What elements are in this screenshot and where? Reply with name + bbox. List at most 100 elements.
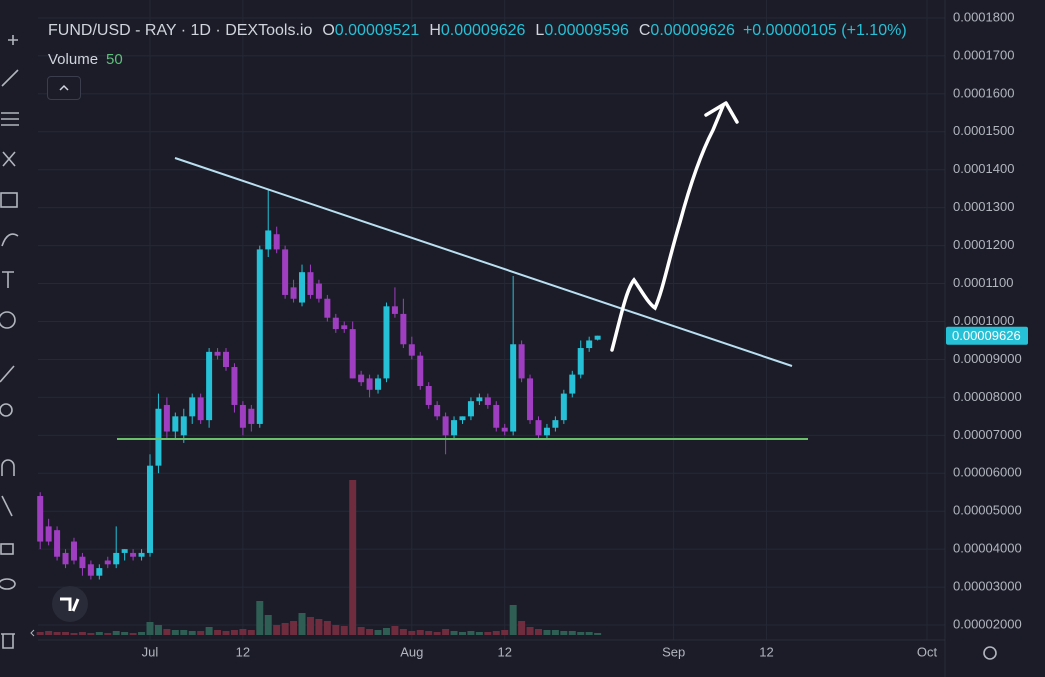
grid	[38, 0, 945, 640]
brush-tool[interactable]	[1, 233, 19, 247]
y-tick-label: 0.0001100	[953, 275, 1014, 290]
ruler-tool[interactable]	[0, 365, 15, 383]
y-tick-label: 0.0001700	[953, 47, 1014, 62]
volume-bar	[62, 632, 70, 635]
y-tick-label: 0.00005000	[953, 503, 1022, 518]
volume-bar	[323, 621, 331, 635]
volume-bar	[45, 631, 53, 635]
collapse-button[interactable]	[47, 76, 81, 100]
volume-bar	[442, 629, 450, 635]
candle-body	[324, 298, 331, 318]
candle-body	[121, 549, 128, 553]
volume-bar	[399, 629, 407, 635]
text-tool[interactable]	[2, 271, 14, 288]
volume-bar	[87, 633, 95, 635]
candle-body	[87, 564, 94, 576]
volume-bar	[391, 626, 399, 635]
candle-body	[104, 560, 111, 565]
volume-bar	[197, 631, 205, 635]
candle-body	[231, 367, 238, 405]
candle-body	[493, 404, 500, 428]
candle-body	[37, 496, 44, 542]
volume-bar	[281, 623, 289, 635]
candle-body	[476, 397, 483, 402]
pattern-tool[interactable]	[2, 151, 16, 167]
scroll-left[interactable]	[30, 629, 35, 637]
candle-body	[569, 374, 576, 394]
candle-body	[349, 329, 356, 379]
volume-bar	[256, 601, 264, 635]
candle-body	[341, 325, 348, 330]
candle-body	[425, 385, 432, 405]
candle-body	[307, 272, 314, 295]
candle-body	[223, 351, 230, 368]
volume-bar	[188, 631, 196, 635]
candle-body	[408, 344, 415, 356]
candle-body	[375, 378, 382, 390]
volume-bar	[551, 630, 559, 635]
prediction-tool[interactable]	[0, 192, 18, 208]
candle-body	[256, 249, 263, 424]
volume-bar	[205, 627, 213, 635]
volume-bar	[509, 605, 517, 635]
candle-body	[527, 378, 534, 421]
volume-bar	[416, 630, 424, 635]
y-tick-label: 0.00003000	[953, 579, 1022, 594]
lock-drawing-tool[interactable]	[1, 495, 13, 517]
candle-body	[459, 416, 466, 421]
ohlc-legend: O0.00009521 H0.00009626 L0.00009596 C0.0000…	[312, 22, 735, 40]
candle-body	[442, 416, 449, 436]
y-tick-label: 0.0001000	[953, 313, 1014, 328]
fib-tool[interactable]	[1, 112, 19, 126]
y-tick-label: 0.00004000	[953, 541, 1022, 556]
visibility-tool[interactable]	[0, 578, 16, 590]
volume-bar	[53, 632, 61, 635]
candle-body	[383, 306, 390, 379]
emoji-tool[interactable]	[0, 311, 16, 329]
candle-body	[560, 393, 567, 421]
volume-bar	[382, 628, 390, 635]
candle-body	[594, 335, 601, 340]
volume-label: Volume	[48, 51, 99, 68]
y-tick-label: 0.0001200	[953, 237, 1014, 252]
candle-body	[189, 397, 196, 417]
magnet-tool[interactable]	[1, 459, 15, 476]
candle-body	[299, 272, 306, 303]
crosshair-tool[interactable]	[8, 35, 18, 45]
candle-body	[79, 556, 86, 569]
volume-bar	[357, 627, 365, 635]
price-tag: 0.00009626	[946, 326, 1028, 345]
lock-tool[interactable]	[0, 543, 14, 555]
zoom-tool[interactable]	[0, 403, 13, 417]
trend-line[interactable]	[174, 157, 793, 367]
volume-bars	[36, 480, 602, 635]
axis-labels: 0.0001800 0.0001700 0.0001600 0.0001500 0.00…	[142, 9, 1022, 659]
candle-body	[451, 420, 458, 436]
volume-bar	[332, 625, 340, 635]
volume-bar	[585, 632, 593, 635]
volume-bar	[560, 631, 568, 635]
volume-bar	[501, 630, 509, 635]
trash-tool[interactable]	[1, 633, 15, 649]
change: +0.00000105 (+1.10%)	[742, 22, 907, 39]
candle-body	[239, 404, 246, 428]
volume-bar	[171, 630, 179, 635]
candle-body	[62, 552, 69, 565]
line-tool[interactable]	[1, 69, 19, 87]
candle-body	[54, 530, 61, 557]
volume-bar	[340, 626, 348, 635]
candle-body	[96, 568, 103, 576]
candle-body	[70, 541, 77, 561]
candle-body	[163, 404, 170, 432]
volume-bar	[121, 632, 129, 635]
volume-bar	[112, 631, 120, 635]
volume-bar	[138, 632, 146, 635]
settings-button[interactable]	[983, 646, 997, 660]
candle-body	[113, 552, 120, 565]
candle-body	[552, 420, 559, 428]
volume-bar	[154, 625, 162, 635]
volume-bar	[467, 631, 475, 635]
candle-body	[273, 234, 280, 250]
